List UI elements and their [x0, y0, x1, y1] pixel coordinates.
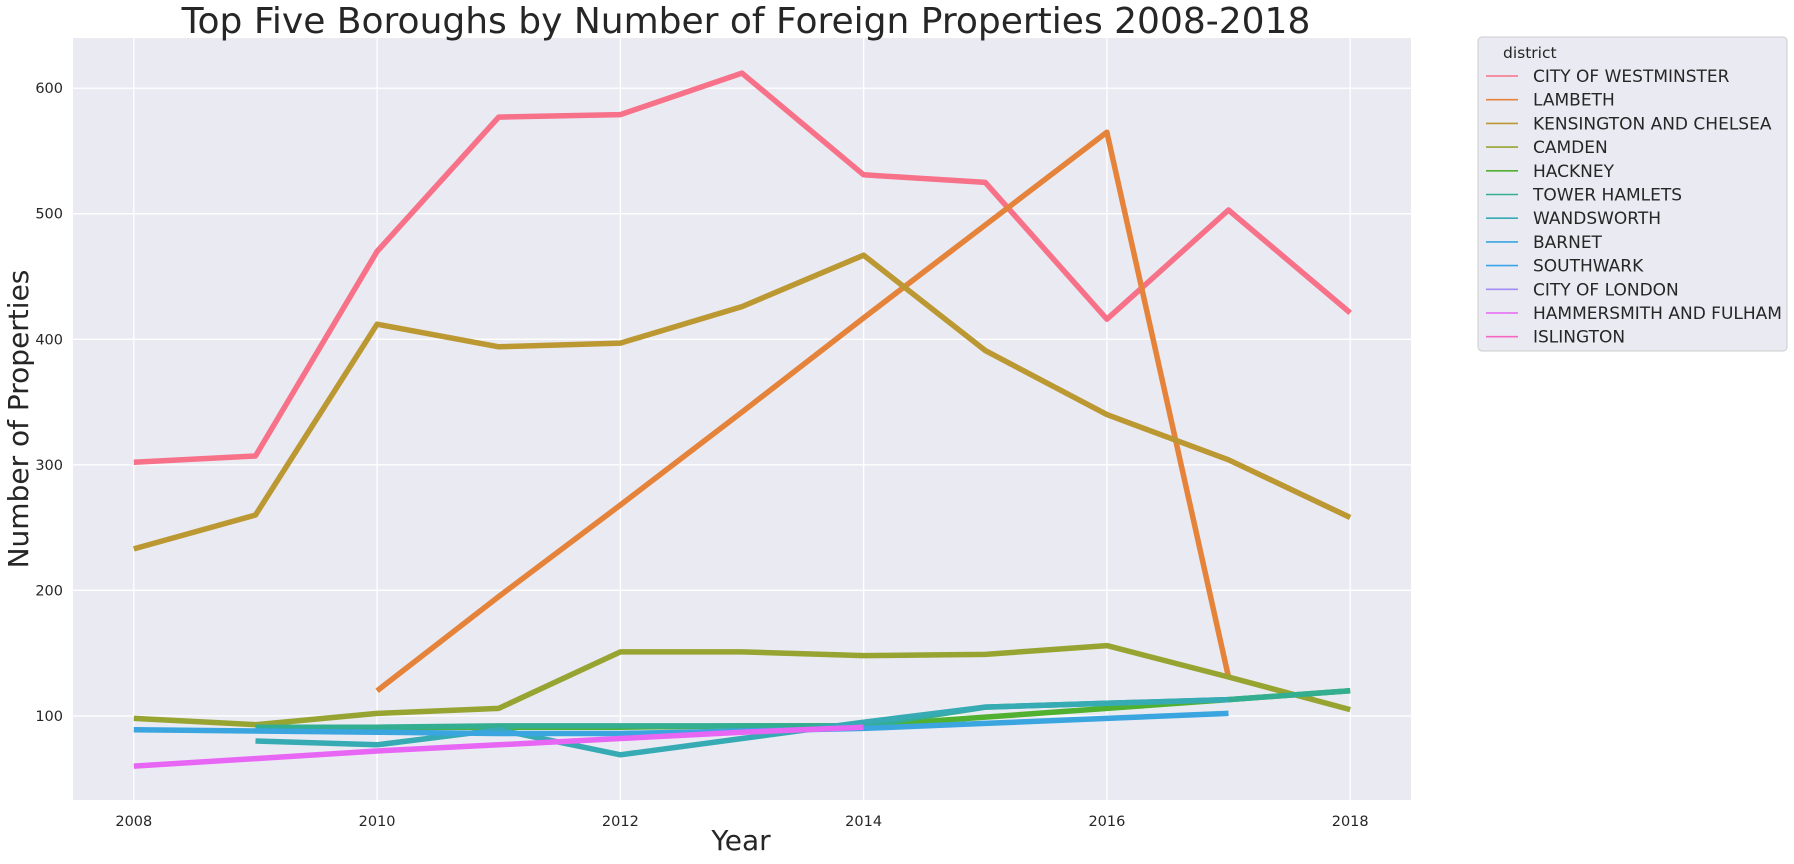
- x-tick-label: 2010: [359, 814, 396, 830]
- legend-label: HACKNEY: [1533, 162, 1615, 182]
- y-tick-label: 100: [35, 709, 63, 725]
- legend-label: BARNET: [1533, 233, 1603, 253]
- legend-label: CITY OF LONDON: [1533, 280, 1679, 300]
- legend-label: TOWER HAMLETS: [1532, 186, 1682, 206]
- legend: district CITY OF WESTMINSTER LAMBETH KENSIN…: [1477, 36, 1788, 352]
- x-tick-label: 2014: [845, 814, 882, 830]
- axes-group: 2008 2010 2012 2014 2016 2018 100 200 300 400 500 6…: [35, 81, 1368, 830]
- legend-label: HAMMERSMITH AND FULHAM: [1533, 304, 1782, 324]
- chart-title: Top Five Boroughs by Number of Foreign P…: [181, 1, 1311, 42]
- x-axis-title: Year: [710, 824, 771, 857]
- series-line: [255, 696, 1229, 758]
- legend-label: SOUTHWARK: [1533, 257, 1644, 277]
- x-tick-label: 2008: [115, 814, 152, 830]
- legend-title: district: [1503, 44, 1557, 62]
- y-tick-label: 400: [35, 332, 63, 348]
- series-line: [133, 70, 1352, 466]
- legend-label: LAMBETH: [1533, 91, 1615, 111]
- plot-background: [73, 38, 1411, 800]
- plot-area-group: [73, 38, 1411, 800]
- y-tick-label: 600: [35, 81, 63, 97]
- series-line: [133, 642, 1351, 728]
- legend-label: KENSINGTON AND CHELSEA: [1533, 114, 1772, 134]
- series-line: [133, 710, 1229, 737]
- x-tick-label: 2018: [1332, 814, 1369, 830]
- series-line: [375, 129, 1232, 693]
- series-line: [133, 724, 864, 769]
- y-tick-label: 500: [35, 207, 63, 223]
- y-tick-label: 200: [35, 583, 63, 599]
- x-tick-label: 2012: [602, 814, 639, 830]
- series-line: [133, 252, 1352, 552]
- legend-box: [1477, 36, 1788, 352]
- legend-label: CAMDEN: [1533, 138, 1608, 158]
- x-tick-label: 2016: [1088, 814, 1125, 830]
- legend-label: ISLINGTON: [1533, 328, 1625, 348]
- legend-label: CITY OF WESTMINSTER: [1533, 67, 1730, 87]
- y-tick-label: 300: [35, 458, 63, 474]
- y-axis-title: Number of Properties: [2, 270, 35, 569]
- legend-label: WANDSWORTH: [1533, 209, 1661, 229]
